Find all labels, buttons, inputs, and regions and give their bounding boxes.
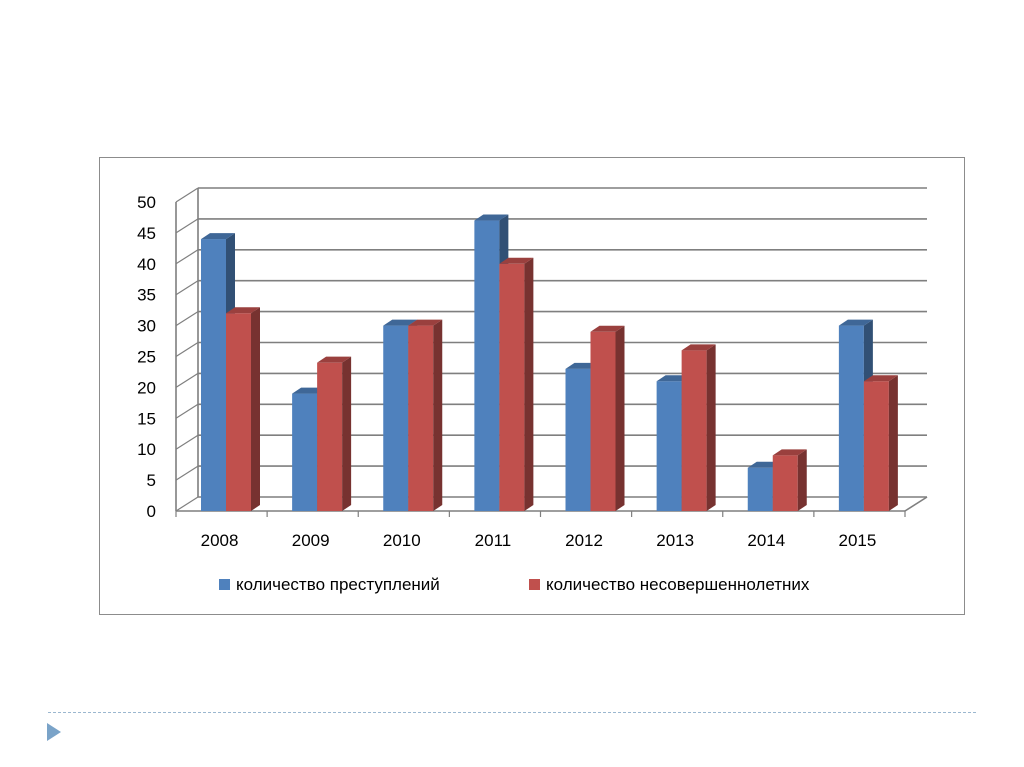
grid-side-line xyxy=(175,311,199,327)
bar xyxy=(590,325,625,511)
legend-swatch xyxy=(219,579,230,590)
bar-front-face xyxy=(656,381,682,511)
bar-side-face xyxy=(615,325,625,511)
chart-frame: 0 5 10 15 20 25 30 35 40 45 50 2008 2009 2010 2011 2012… xyxy=(99,157,965,615)
bar-front-face xyxy=(383,325,409,511)
bar-side-face xyxy=(888,375,898,511)
slide-divider xyxy=(48,712,976,713)
y-tick-label: 0 xyxy=(147,502,156,521)
y-tick-label: 50 xyxy=(137,193,156,212)
bar xyxy=(681,344,716,511)
bar-side-face xyxy=(524,257,534,511)
bar xyxy=(408,319,443,511)
x-tick-label: 2013 xyxy=(656,531,694,550)
x-tick-label: 2012 xyxy=(565,531,603,550)
bar-layer xyxy=(201,214,898,511)
grid-side-line xyxy=(175,372,199,388)
play-arrow-icon[interactable] xyxy=(47,723,61,741)
bar-chart: 0 5 10 15 20 25 30 35 40 45 50 2008 2009 2010 2011 2012… xyxy=(137,187,928,594)
legend-swatch xyxy=(529,579,540,590)
bar-top-face xyxy=(590,325,625,332)
grid-side-line xyxy=(175,249,199,265)
bar xyxy=(226,307,260,511)
bar-side-face xyxy=(433,319,443,511)
axis-layer xyxy=(175,188,928,517)
x-tick-label: 2014 xyxy=(747,531,785,550)
bar-front-face xyxy=(474,220,500,511)
x-tick-label: 2015 xyxy=(839,531,877,550)
bar-front-face xyxy=(565,368,591,511)
bar-front-face xyxy=(747,467,773,511)
bar-front-face xyxy=(499,263,525,511)
bar xyxy=(317,356,352,511)
bar-top-face xyxy=(681,344,716,351)
y-tick-label: 25 xyxy=(137,348,156,367)
grid-side-line xyxy=(175,434,199,450)
bar-front-face xyxy=(317,362,343,511)
y-tick-label: 40 xyxy=(137,255,156,274)
grid-side-line xyxy=(175,341,199,358)
bar-front-face xyxy=(838,325,864,511)
bar-side-face xyxy=(251,307,260,511)
bar-top-face xyxy=(317,356,352,363)
y-tick-label: 20 xyxy=(137,378,156,397)
x-tick-label: 2011 xyxy=(475,531,512,550)
grid-side-line xyxy=(175,465,199,481)
grid-layer xyxy=(175,187,927,512)
grid-side-line xyxy=(175,187,199,203)
bar-side-face xyxy=(342,356,352,511)
bar-top-face xyxy=(838,319,873,326)
bar-side-face xyxy=(706,344,716,511)
bar-front-face xyxy=(226,313,251,511)
legend-label: количество преступлений xyxy=(236,575,440,594)
legend-entry: количество несовершеннолетних xyxy=(529,575,810,594)
bar-front-face xyxy=(772,455,798,511)
bar-top-face xyxy=(474,214,509,221)
y-tick-label: 5 xyxy=(147,471,156,490)
bar-front-face xyxy=(863,381,889,511)
label-layer: 0 5 10 15 20 25 30 35 40 45 50 2008 2009 2010 2011 2012… xyxy=(137,193,876,550)
y-tick-label: 30 xyxy=(137,317,156,336)
grid-side-line xyxy=(175,280,199,296)
bar xyxy=(863,375,898,511)
bar-front-face xyxy=(408,325,434,511)
floor-edge-line xyxy=(904,496,928,512)
y-tick-label: 45 xyxy=(137,224,156,243)
bar-top-face xyxy=(772,449,807,456)
bar-front-face xyxy=(590,331,616,511)
bar-top-face xyxy=(383,319,418,326)
bar-front-face xyxy=(681,350,707,511)
y-tick-label: 35 xyxy=(137,286,156,305)
x-tick-label: 2010 xyxy=(383,531,421,550)
bar-front-face xyxy=(201,239,226,511)
legend-label: количество несовершеннолетних xyxy=(546,575,810,594)
y-tick-label: 15 xyxy=(137,409,156,428)
bar-side-face xyxy=(797,449,807,511)
grid-side-line xyxy=(175,218,199,234)
x-tick-label: 2009 xyxy=(292,531,330,550)
legend: количество преступлений количество несове… xyxy=(219,575,810,594)
bar-front-face xyxy=(292,393,318,511)
grid-side-line xyxy=(175,403,199,419)
bar xyxy=(499,257,534,511)
bar-top-face xyxy=(499,257,534,264)
bar xyxy=(772,449,807,511)
x-tick-label: 2008 xyxy=(201,531,239,550)
bar-top-face xyxy=(863,375,898,382)
grid-side-line xyxy=(175,496,199,512)
legend-entry: количество преступлений xyxy=(219,575,440,594)
bar-top-face xyxy=(408,319,443,326)
bar-top-face xyxy=(226,307,260,314)
y-tick-label: 10 xyxy=(137,440,156,459)
bar-top-face xyxy=(201,233,235,240)
